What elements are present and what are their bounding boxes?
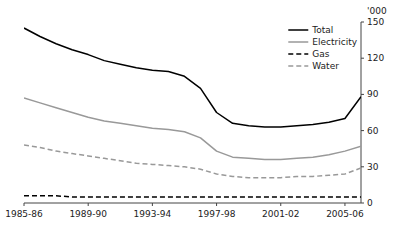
- y-tick: [361, 166, 364, 167]
- x-tick-label: 2005-06: [326, 209, 364, 219]
- y-tick-label: 120: [367, 53, 384, 63]
- y-tick-label: 60: [367, 126, 379, 136]
- y-tick-label: 150: [367, 17, 384, 27]
- x-tick-label: 1997-98: [198, 209, 236, 219]
- y-tick-label: 90: [367, 89, 379, 99]
- x-tick: [152, 203, 153, 206]
- plot-area: [24, 28, 361, 197]
- y-axis: [361, 22, 362, 203]
- series-line: [24, 196, 361, 197]
- y-axis-label: '000: [367, 6, 387, 16]
- legend-label: Total: [311, 25, 333, 35]
- y-tick: [361, 130, 364, 131]
- y-tick: [361, 22, 364, 23]
- x-tick: [280, 203, 281, 206]
- x-tick-label: 1993-94: [134, 209, 172, 219]
- y-tick: [361, 94, 364, 95]
- x-tick-label: 2001-02: [262, 209, 300, 219]
- series-line: [24, 28, 361, 127]
- series-line: [24, 98, 361, 160]
- legend-swatch: [288, 53, 308, 55]
- series-line: [24, 145, 361, 178]
- legend-label: Water: [312, 61, 339, 71]
- y-tick-label: 0: [367, 198, 373, 208]
- x-tick: [24, 203, 25, 206]
- x-tick: [344, 203, 345, 206]
- y-tick: [361, 203, 364, 204]
- y-tick: [361, 58, 364, 59]
- x-tick: [88, 203, 89, 206]
- legend-swatch: [288, 41, 308, 43]
- x-tick-label: 1989-90: [69, 209, 107, 219]
- legend-swatch: [288, 29, 308, 31]
- legend-swatch: [288, 65, 308, 67]
- chart: 1985-86 1989-90 1993-94 1997-98 2001-02 2005-…: [0, 0, 397, 227]
- x-tick: [216, 203, 217, 206]
- legend-label: Electricity: [312, 37, 357, 47]
- y-tick-label: 30: [367, 162, 379, 172]
- x-tick-label: 1985-86: [5, 209, 43, 219]
- legend-label: Gas: [312, 49, 329, 59]
- legend: Total Electricity Gas Water: [288, 25, 357, 71]
- x-axis: [24, 203, 361, 204]
